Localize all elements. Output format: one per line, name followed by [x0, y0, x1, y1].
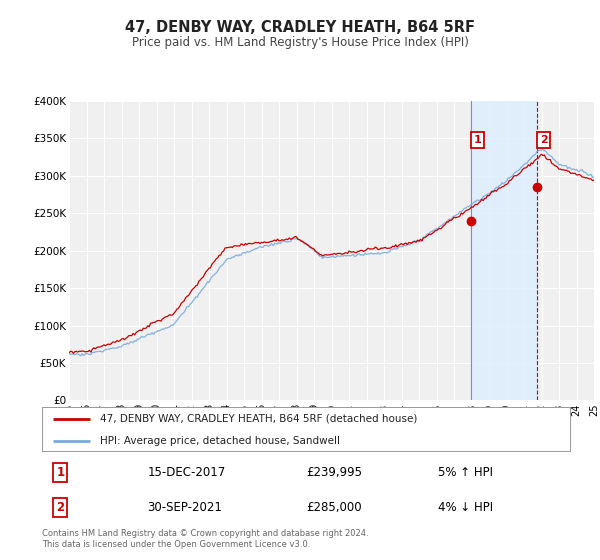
Text: 47, DENBY WAY, CRADLEY HEATH, B64 5RF: 47, DENBY WAY, CRADLEY HEATH, B64 5RF — [125, 20, 475, 35]
Text: 47, DENBY WAY, CRADLEY HEATH, B64 5RF (detached house): 47, DENBY WAY, CRADLEY HEATH, B64 5RF (d… — [100, 414, 418, 424]
Text: 30-SEP-2021: 30-SEP-2021 — [148, 501, 223, 514]
Bar — [471, 101, 537, 400]
Text: £239,995: £239,995 — [306, 466, 362, 479]
Text: Contains HM Land Registry data © Crown copyright and database right 2024.
This d: Contains HM Land Registry data © Crown c… — [42, 529, 368, 549]
Text: 5% ↑ HPI: 5% ↑ HPI — [438, 466, 493, 479]
Text: 2: 2 — [56, 501, 65, 514]
Text: 2: 2 — [540, 135, 548, 144]
Text: £285,000: £285,000 — [306, 501, 362, 514]
Text: 1: 1 — [473, 135, 481, 144]
Text: 1: 1 — [56, 466, 65, 479]
Text: Price paid vs. HM Land Registry's House Price Index (HPI): Price paid vs. HM Land Registry's House … — [131, 36, 469, 49]
Text: 4% ↓ HPI: 4% ↓ HPI — [438, 501, 493, 514]
Text: 15-DEC-2017: 15-DEC-2017 — [148, 466, 226, 479]
Text: HPI: Average price, detached house, Sandwell: HPI: Average price, detached house, Sand… — [100, 436, 340, 446]
